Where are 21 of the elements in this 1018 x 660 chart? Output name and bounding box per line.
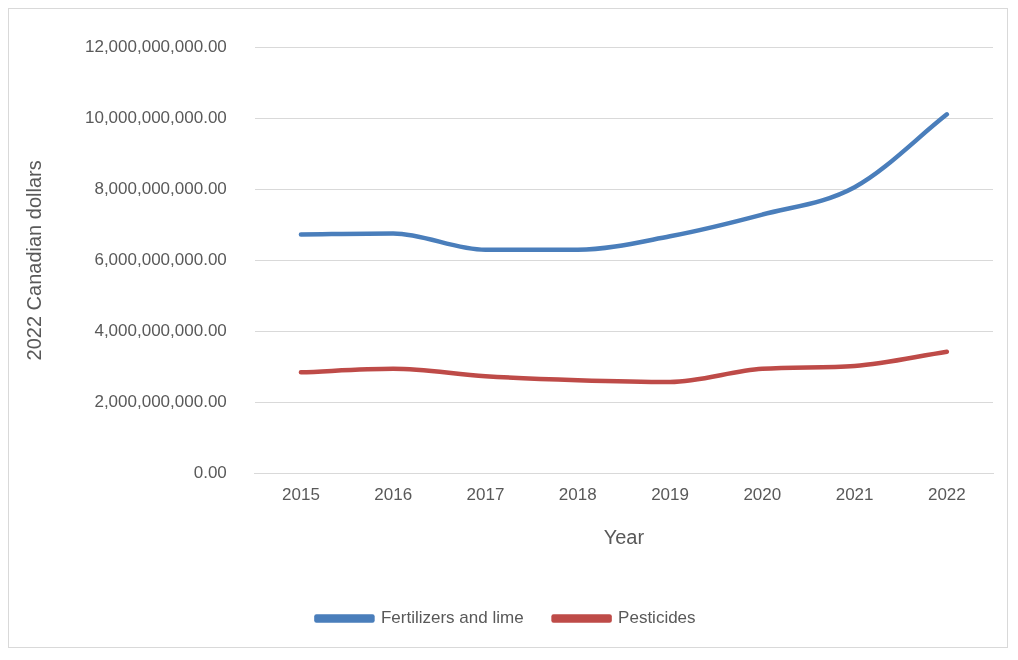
y-tick-label: 10,000,000,000.00 — [84, 107, 227, 127]
line-series — [298, 349, 950, 385]
y-axis-title: 2022 Canadian dollars — [22, 160, 45, 361]
x-tick-label: 2017 — [466, 485, 505, 505]
y-tick-label: 0.00 — [193, 463, 227, 483]
legend-label: Fertilizers and lime — [380, 608, 524, 628]
y-tick-label: 8,000,000,000.00 — [94, 179, 227, 199]
x-tick-label: 2020 — [743, 485, 782, 505]
y-tick-label: 2,000,000,000.00 — [94, 392, 227, 412]
x-tick-label: 2016 — [374, 485, 413, 505]
x-tick-label: 2019 — [651, 485, 689, 505]
x-tick-label: 2015 — [282, 485, 320, 505]
legend-label: Pesticides — [618, 608, 696, 628]
x-tick-label: 2022 — [927, 485, 966, 505]
y-tick-label: 6,000,000,000.00 — [94, 250, 227, 270]
line-series — [298, 112, 950, 252]
x-axis-title: Year — [603, 525, 645, 548]
y-tick-label: 12,000,000,000.00 — [84, 36, 227, 56]
y-tick-label: 4,000,000,000.00 — [94, 321, 227, 341]
x-tick-label: 2021 — [835, 485, 874, 505]
x-tick-label: 2018 — [558, 485, 597, 505]
